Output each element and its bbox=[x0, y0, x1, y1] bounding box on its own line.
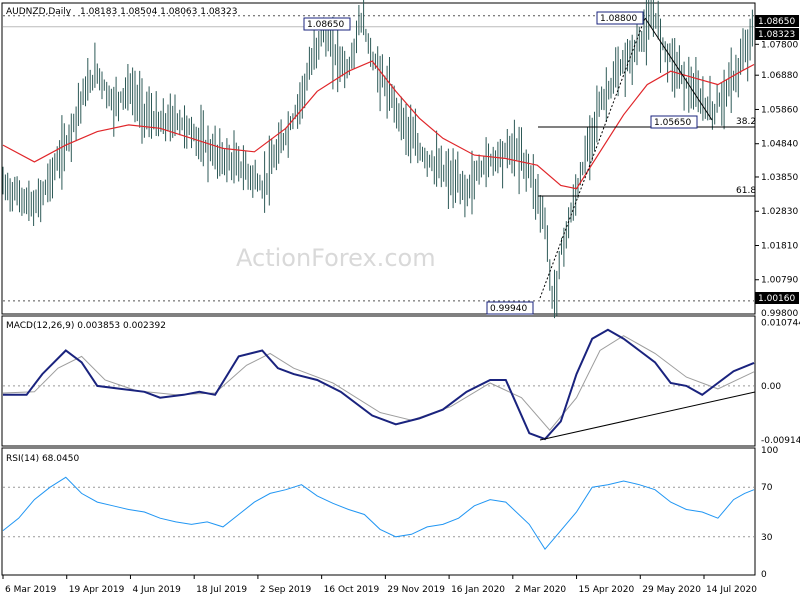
swing-low-label: 1.05650 bbox=[654, 118, 691, 128]
time-axis-label: 16 Jan 2020 bbox=[451, 585, 505, 595]
time-axis-label: 29 Nov 2019 bbox=[387, 585, 445, 595]
price-scale: 1.07800 1.06880 1.05860 1.04840 1.03850 1.028… bbox=[755, 40, 798, 319]
rsi-header-label: RSI(14) 68.0450 bbox=[6, 454, 79, 464]
current-price-tag: 1.08323 bbox=[755, 28, 799, 40]
trend-line-projection bbox=[539, 17, 646, 299]
main-ohlc-label: 1.08183 1.08504 1.08063 1.08323 bbox=[80, 7, 237, 17]
time-axis-label: 6 Mar 2019 bbox=[5, 585, 57, 595]
high-2020-marker: 1.08800 bbox=[596, 11, 644, 25]
price-scale-label: 1.02830 bbox=[761, 207, 798, 217]
macd-scale-label: -0.009148 bbox=[761, 436, 800, 446]
price-scale-label: 0.99800 bbox=[761, 309, 798, 319]
macd-trend-line bbox=[539, 391, 756, 441]
main-symbol-label: AUDNZD,Daily bbox=[6, 7, 72, 17]
time-axis-label: 15 Apr 2020 bbox=[579, 585, 635, 595]
rsi-scale-label: 70 bbox=[761, 483, 773, 493]
time-axis: 6 Mar 2019 19 Apr 2019 4 Jun 2019 18 Jul 20… bbox=[2, 575, 757, 595]
rsi-scale: 100 70 30 0 bbox=[761, 446, 778, 580]
high-2020-label: 1.08800 bbox=[600, 14, 637, 24]
rsi-scale-label: 30 bbox=[761, 533, 773, 543]
rsi-scale-label: 100 bbox=[761, 446, 778, 456]
time-axis-label: 2 Sep 2019 bbox=[260, 585, 312, 595]
price-scale-label: 1.03850 bbox=[761, 173, 798, 183]
fib-38-label: 38.2 bbox=[736, 117, 756, 127]
high-2019-marker: 1.08650 bbox=[303, 17, 351, 31]
rsi-panel-frame bbox=[1, 447, 756, 576]
support-tag: 1.00160 bbox=[755, 292, 799, 304]
watermark: ActionForex.com bbox=[236, 244, 436, 272]
candle-wicks bbox=[2, 0, 753, 319]
price-scale-label: 1.05860 bbox=[761, 105, 798, 115]
fib-61-label: 61.8 bbox=[736, 186, 756, 196]
high-2019-tag-label: 1.08650 bbox=[758, 17, 795, 27]
macd-scale: 0.010744 0.00 -0.009148 bbox=[761, 318, 800, 446]
swing-low-marker: 1.05650 bbox=[650, 115, 698, 129]
trend-line-down bbox=[644, 17, 713, 121]
rsi-scale-label: 0 bbox=[761, 570, 767, 580]
macd-main-line bbox=[3, 328, 755, 441]
price-scale-label: 1.01810 bbox=[761, 241, 798, 251]
time-axis-label: 19 Apr 2019 bbox=[69, 585, 125, 595]
main-panel-frame bbox=[1, 2, 756, 315]
high-2019-label: 1.08650 bbox=[307, 20, 344, 30]
macd-header-label: MACD(12,26,9) 0.003853 0.002392 bbox=[6, 321, 166, 331]
macd-scale-label: 0.010744 bbox=[761, 318, 800, 328]
time-axis-label: 4 Jun 2019 bbox=[132, 585, 181, 595]
time-axis-label: 16 Oct 2019 bbox=[324, 585, 380, 595]
high-2019-tag: 1.08650 bbox=[755, 15, 799, 27]
price-scale-label: 1.00790 bbox=[761, 276, 798, 286]
price-scale-label: 1.04840 bbox=[761, 140, 798, 150]
rsi-line bbox=[2, 476, 755, 551]
moving-average-line bbox=[2, 60, 755, 190]
price-scale-label: 1.06880 bbox=[761, 71, 798, 81]
time-axis-label: 29 May 2020 bbox=[642, 585, 701, 595]
macd-signal-line bbox=[2, 335, 755, 431]
macd-panel-frame bbox=[1, 315, 756, 447]
time-axis-label: 18 Jul 2019 bbox=[196, 585, 247, 595]
rsi-gridlines bbox=[3, 486, 754, 538]
price-scale-label: 1.07800 bbox=[761, 40, 798, 50]
current-price-label: 1.08323 bbox=[758, 30, 795, 40]
time-axis-label: 2 Mar 2020 bbox=[515, 585, 567, 595]
time-axis-label: 14 Jul 2020 bbox=[706, 585, 757, 595]
support-tag-label: 1.00160 bbox=[758, 294, 795, 304]
macd-scale-label: 0.00 bbox=[761, 382, 781, 392]
low-2020-label: 0.99940 bbox=[490, 304, 527, 314]
low-2020-marker: 0.99940 bbox=[486, 301, 534, 315]
